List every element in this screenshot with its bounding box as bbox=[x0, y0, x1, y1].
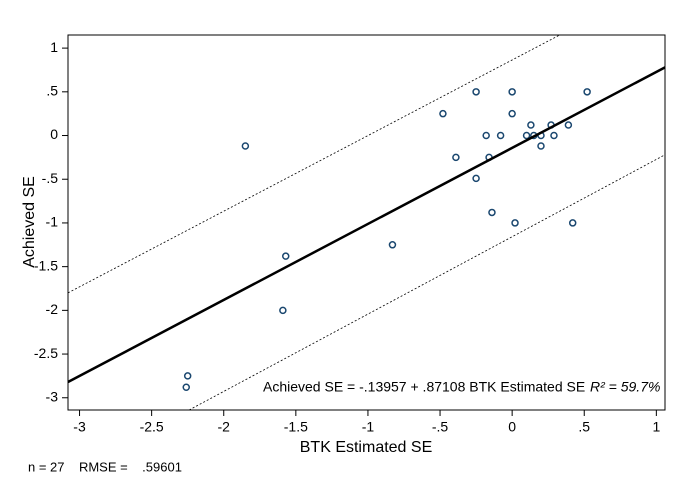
x-tick-label: -1 bbox=[362, 419, 375, 435]
scatter-point bbox=[496, 131, 505, 140]
x-tick-label: -1.5 bbox=[284, 419, 308, 435]
scatter-point bbox=[537, 142, 545, 150]
scatter-point bbox=[281, 252, 290, 260]
x-tick-label: -.5 bbox=[432, 419, 449, 435]
scatter-point bbox=[488, 208, 496, 217]
equation-annotation: Achieved SE = -.13957 + .87108 BTK Estim… bbox=[263, 379, 585, 395]
prediction-band bbox=[188, 154, 666, 411]
x-tick-label: -3 bbox=[73, 419, 86, 435]
scatter-point bbox=[508, 109, 516, 118]
y-tick-label: 1 bbox=[50, 39, 58, 55]
scatter-point bbox=[583, 88, 591, 96]
scatter-point bbox=[439, 109, 447, 118]
scatter-point bbox=[182, 383, 190, 392]
x-axis-title: BTK Estimated SE bbox=[300, 439, 433, 456]
y-tick-label: -3 bbox=[46, 388, 59, 404]
scatter-point bbox=[241, 142, 250, 150]
scatter-point bbox=[388, 241, 397, 249]
scatter-point bbox=[564, 121, 573, 129]
x-tick-label: -2.5 bbox=[140, 419, 164, 435]
footnote: n = 27 RMSE = .59601 bbox=[28, 459, 182, 474]
y-tick-label: 0 bbox=[50, 126, 58, 142]
scatter-point bbox=[279, 306, 287, 315]
y-axis-title: Achieved SE bbox=[21, 176, 38, 268]
fit-line bbox=[67, 66, 666, 384]
y-tick-label: -2 bbox=[46, 301, 59, 317]
y-tick-label: -.5 bbox=[42, 170, 59, 186]
prediction-band bbox=[67, 34, 560, 294]
scatter-point bbox=[472, 174, 480, 183]
r2-annotation: R² = 59.7% bbox=[590, 379, 660, 395]
y-tick-label: .5 bbox=[46, 83, 58, 99]
scatter-point bbox=[452, 153, 460, 162]
x-tick-label: 0 bbox=[508, 419, 516, 435]
scatter-point bbox=[550, 131, 558, 140]
scatter-point bbox=[183, 372, 192, 380]
scatter-point bbox=[508, 88, 516, 96]
scatter-point bbox=[511, 219, 519, 227]
x-tick-label: .5 bbox=[578, 419, 590, 435]
scatter-point bbox=[472, 88, 480, 96]
y-tick-label: -2.5 bbox=[34, 345, 58, 361]
scatter-point bbox=[527, 121, 535, 129]
x-tick-label: -2 bbox=[218, 419, 231, 435]
scatter-point bbox=[482, 131, 490, 140]
y-tick-label: -1.5 bbox=[34, 257, 58, 273]
plot-frame bbox=[67, 34, 666, 411]
scatter-point bbox=[522, 131, 531, 140]
scatter-point bbox=[568, 219, 577, 227]
y-tick-label: -1 bbox=[46, 214, 59, 230]
x-tick-label: 1 bbox=[652, 419, 660, 435]
